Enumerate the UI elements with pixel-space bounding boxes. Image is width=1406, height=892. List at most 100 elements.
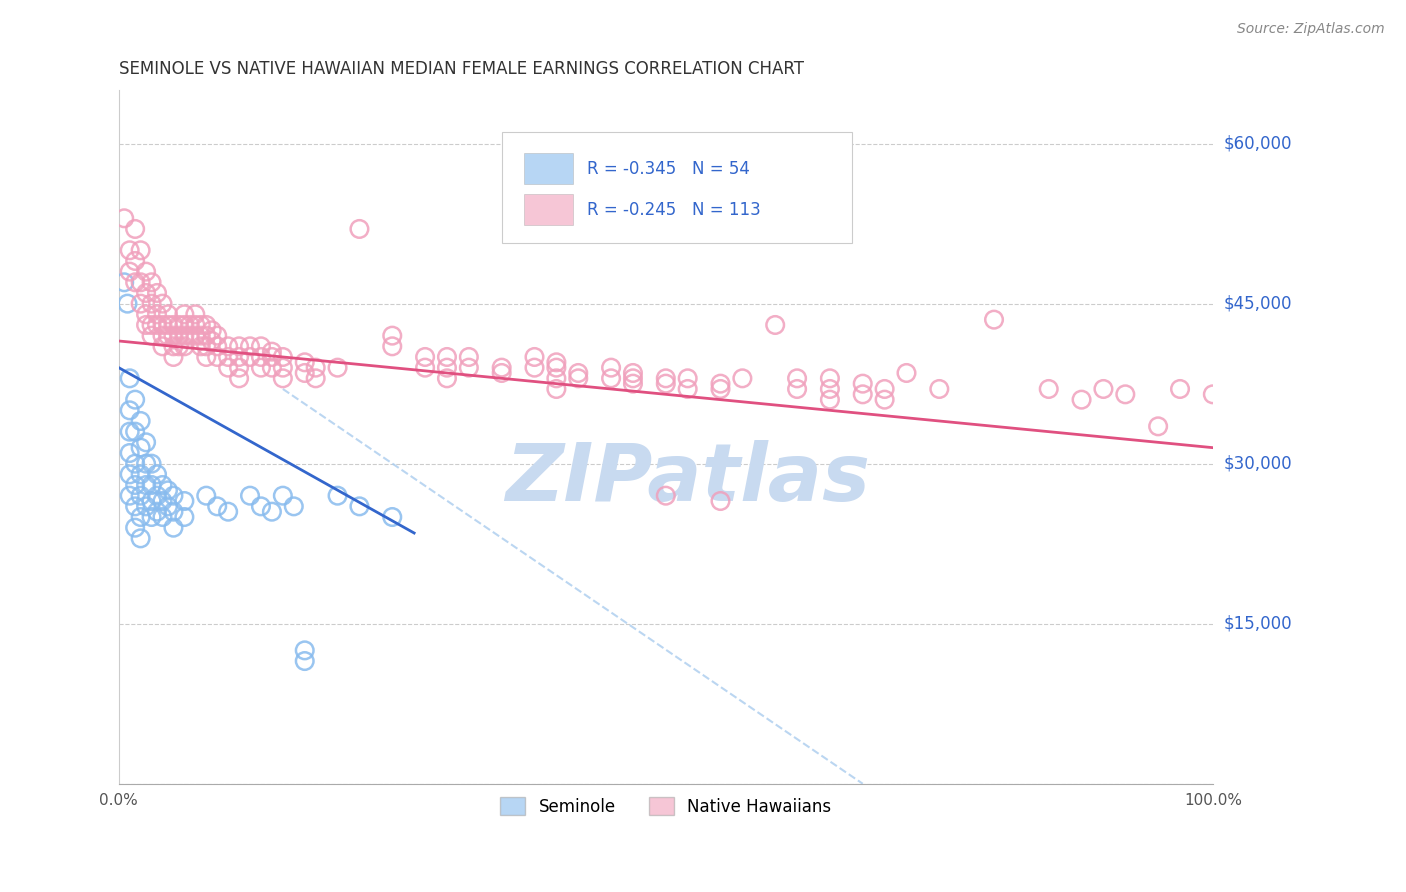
Point: [162, 318, 184, 332]
Point: [381, 339, 404, 353]
Point: [167, 339, 190, 353]
Point: [135, 265, 157, 279]
Point: [250, 360, 273, 375]
Text: $30,000: $30,000: [1225, 455, 1292, 473]
Point: [250, 339, 273, 353]
Text: R = -0.245   N = 113: R = -0.245 N = 113: [588, 202, 761, 219]
Point: [436, 360, 458, 375]
Point: [135, 307, 157, 321]
Point: [305, 371, 328, 385]
Point: [152, 339, 174, 353]
Point: [173, 318, 195, 332]
Point: [873, 382, 896, 396]
Point: [112, 211, 135, 226]
Text: SEMINOLE VS NATIVE HAWAIIAN MEDIAN FEMALE EARNINGS CORRELATION CHART: SEMINOLE VS NATIVE HAWAIIAN MEDIAN FEMAL…: [118, 60, 804, 78]
Point: [523, 360, 546, 375]
Point: [763, 318, 786, 332]
Point: [167, 318, 190, 332]
Point: [228, 371, 250, 385]
Point: [250, 350, 273, 364]
Point: [129, 441, 152, 455]
Point: [179, 318, 201, 332]
Point: [260, 344, 283, 359]
Point: [436, 371, 458, 385]
Point: [118, 425, 141, 439]
Point: [146, 285, 169, 300]
Point: [283, 500, 305, 514]
Point: [184, 307, 207, 321]
Point: [349, 222, 371, 236]
Point: [567, 371, 589, 385]
Point: [436, 350, 458, 364]
Point: [205, 328, 228, 343]
Point: [217, 360, 239, 375]
Point: [600, 371, 623, 385]
Point: [124, 275, 146, 289]
Point: [152, 328, 174, 343]
Point: [655, 371, 678, 385]
Point: [190, 328, 212, 343]
Point: [786, 371, 808, 385]
Point: [546, 371, 568, 385]
Point: [152, 478, 174, 492]
Point: [129, 510, 152, 524]
Point: [146, 467, 169, 482]
Point: [217, 339, 239, 353]
Point: [156, 500, 179, 514]
Point: [124, 478, 146, 492]
Point: [124, 457, 146, 471]
Point: [205, 339, 228, 353]
Point: [195, 328, 218, 343]
Point: [129, 244, 152, 258]
Point: [852, 387, 875, 401]
Point: [129, 275, 152, 289]
Point: [201, 323, 224, 337]
Point: [413, 360, 436, 375]
Point: [135, 318, 157, 332]
Point: [124, 222, 146, 236]
Point: [709, 376, 731, 391]
Point: [260, 505, 283, 519]
FancyBboxPatch shape: [523, 153, 572, 184]
Point: [413, 350, 436, 364]
Point: [655, 489, 678, 503]
Point: [621, 366, 644, 380]
Point: [381, 510, 404, 524]
Point: [141, 318, 163, 332]
Point: [873, 392, 896, 407]
Point: [818, 392, 841, 407]
Point: [184, 328, 207, 343]
Point: [195, 339, 218, 353]
Point: [167, 328, 190, 343]
Point: [162, 328, 184, 343]
Point: [1168, 382, 1191, 396]
Point: [135, 457, 157, 471]
Point: [118, 467, 141, 482]
Point: [152, 318, 174, 332]
Point: [294, 654, 316, 668]
Point: [152, 296, 174, 310]
Point: [228, 339, 250, 353]
Text: ZIPatlas: ZIPatlas: [505, 440, 870, 517]
Point: [205, 350, 228, 364]
Point: [156, 318, 179, 332]
Point: [162, 339, 184, 353]
Point: [239, 350, 262, 364]
Point: [491, 360, 513, 375]
Text: R = -0.345   N = 54: R = -0.345 N = 54: [588, 160, 749, 178]
Point: [546, 355, 568, 369]
Point: [655, 376, 678, 391]
Point: [567, 366, 589, 380]
Point: [195, 489, 218, 503]
Point: [305, 360, 328, 375]
Point: [294, 643, 316, 657]
Point: [228, 360, 250, 375]
Point: [349, 500, 371, 514]
Point: [731, 371, 754, 385]
Point: [141, 328, 163, 343]
Point: [118, 403, 141, 417]
Point: [146, 505, 169, 519]
Point: [1147, 419, 1170, 434]
Point: [1092, 382, 1115, 396]
Point: [141, 275, 163, 289]
